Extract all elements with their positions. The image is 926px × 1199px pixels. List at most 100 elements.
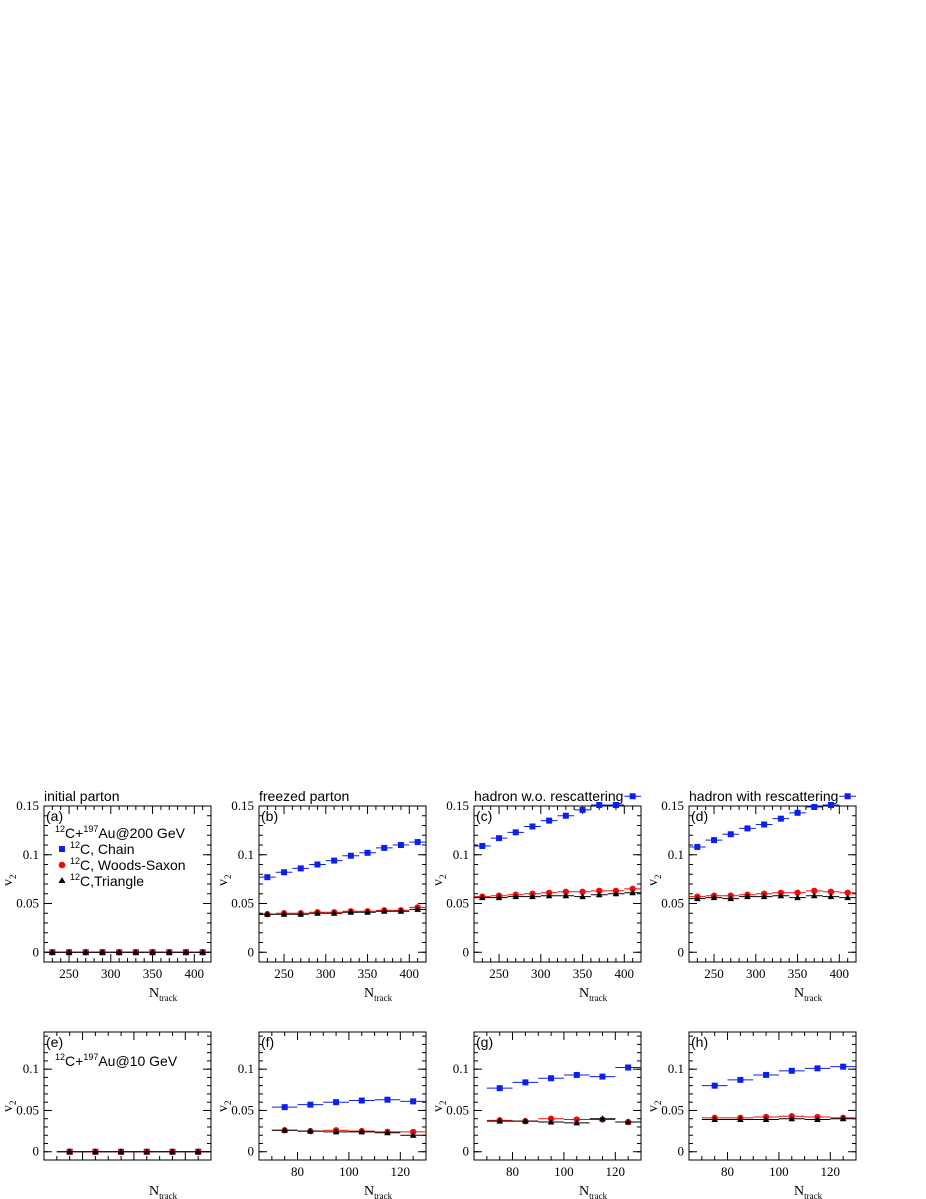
data-point-square xyxy=(522,1079,529,1086)
data-point-square xyxy=(761,821,768,828)
y-tick-label: 0.1 xyxy=(453,1061,469,1076)
x-axis-label: Ntrack xyxy=(794,1184,823,1199)
data-point-triangle xyxy=(737,1116,744,1123)
series-circle xyxy=(271,1127,426,1136)
data-point-triangle xyxy=(49,948,56,955)
data-point-triangle xyxy=(280,910,288,917)
data-point-square xyxy=(548,1075,555,1082)
plot-frame xyxy=(258,1031,427,1161)
legend-chain-label: 12C, Chain xyxy=(70,840,134,857)
y-tick-label: 0.05 xyxy=(446,1102,469,1117)
data-point-triangle xyxy=(384,1129,391,1136)
data-point-square xyxy=(264,874,271,881)
data-point-triangle xyxy=(479,894,486,901)
data-point-triangle xyxy=(297,910,305,917)
panel-label: (b) xyxy=(261,808,278,824)
y-axis-label: v2 xyxy=(216,1101,233,1113)
y-tick-label: 0.05 xyxy=(231,1102,254,1117)
data-point-square xyxy=(788,1067,795,1074)
data-point-square xyxy=(333,1099,340,1106)
series-square xyxy=(701,1063,856,1089)
data-point-triangle xyxy=(66,1148,73,1155)
y-tick-label: 0.1 xyxy=(23,1061,39,1076)
data-point-triangle xyxy=(409,1131,417,1138)
series-triangle xyxy=(259,905,426,917)
plot-frame xyxy=(43,1031,212,1161)
data-point-square xyxy=(794,809,801,816)
data-point-triangle xyxy=(788,1115,796,1122)
x-tick-label: 350 xyxy=(788,966,808,981)
data-point-square xyxy=(347,852,354,859)
data-point-square xyxy=(573,1071,580,1078)
data-point-square xyxy=(314,861,321,868)
series-triangle xyxy=(486,1115,641,1126)
data-point-triangle xyxy=(599,1115,606,1122)
data-point-triangle xyxy=(143,1148,151,1155)
series-square xyxy=(271,1096,426,1111)
data-point-triangle xyxy=(529,893,536,900)
plot-frame xyxy=(688,805,857,963)
data-point-triangle xyxy=(194,1148,202,1155)
data-point-square xyxy=(281,1104,288,1111)
data-point-square xyxy=(711,1082,718,1089)
x-tick-label: 350 xyxy=(573,966,593,981)
x-tick-label: 80 xyxy=(506,1164,519,1179)
panel-label: (h) xyxy=(691,1034,708,1050)
data-point-square xyxy=(744,825,751,832)
y-tick-label: 0.1 xyxy=(238,847,254,862)
data-point-triangle xyxy=(332,1128,340,1135)
data-point-circle xyxy=(827,888,835,895)
data-point-triangle xyxy=(794,894,801,901)
x-tick-label: 80 xyxy=(721,1164,734,1179)
plot-frame xyxy=(258,805,427,963)
data-point-triangle xyxy=(330,909,338,916)
series-square xyxy=(259,839,426,881)
x-tick-label: 300 xyxy=(531,966,551,981)
y-tick-label: 0.1 xyxy=(668,1061,684,1076)
data-point-triangle xyxy=(573,1119,581,1126)
data-point-square xyxy=(840,1063,847,1070)
y-tick-label: 0.15 xyxy=(661,798,684,813)
series-square xyxy=(689,793,856,850)
y-tick-label: 0.15 xyxy=(231,798,254,813)
x-tick-label: 120 xyxy=(391,1164,411,1179)
data-point-triangle xyxy=(117,1148,125,1155)
data-point-triangle xyxy=(762,1116,770,1123)
x-axis-label: Ntrack xyxy=(794,986,823,1003)
data-point-square xyxy=(599,1073,606,1080)
y-tick-label: 0 xyxy=(248,1144,255,1159)
x-tick-label: 250 xyxy=(489,966,509,981)
y-axis-label: v2 xyxy=(431,1101,448,1113)
data-point-triangle xyxy=(115,948,123,955)
y-tick-label: 0 xyxy=(463,1144,470,1159)
data-point-square xyxy=(612,802,619,809)
data-point-square xyxy=(546,817,553,824)
data-point-triangle xyxy=(92,1148,99,1155)
data-point-square xyxy=(844,793,851,800)
data-point-triangle xyxy=(495,894,503,901)
data-point-square xyxy=(512,829,519,836)
data-point-triangle xyxy=(169,1148,176,1155)
panel-label: (f) xyxy=(261,1034,274,1050)
legend-triangle-label: 12C,Triangle xyxy=(70,872,144,889)
data-point-triangle xyxy=(182,948,190,955)
data-point-triangle xyxy=(827,893,835,900)
x-tick-label: 250 xyxy=(274,966,294,981)
x-tick-label: 250 xyxy=(59,966,79,981)
data-point-triangle xyxy=(358,1128,366,1135)
legend-woods-saxon-label: 12C, Woods-Saxon xyxy=(70,856,186,873)
data-point-triangle xyxy=(694,895,701,902)
data-point-triangle xyxy=(522,1117,529,1124)
data-point-triangle xyxy=(579,893,586,900)
plot-frame xyxy=(473,1031,642,1161)
y-tick-label: 0.05 xyxy=(16,896,39,911)
series-triangle xyxy=(56,1148,211,1155)
y-tick-label: 0 xyxy=(678,944,685,959)
y-axis-label: v2 xyxy=(1,1101,18,1113)
data-point-square xyxy=(479,842,486,849)
panel-c: hadron w.o. rescattering (c) 0 0.05 0.1 0.15 2… xyxy=(431,788,642,1003)
data-point-triangle xyxy=(810,892,818,899)
x-tick-label: 400 xyxy=(400,966,420,981)
series-circle xyxy=(486,1115,641,1126)
data-point-square xyxy=(307,1101,314,1108)
